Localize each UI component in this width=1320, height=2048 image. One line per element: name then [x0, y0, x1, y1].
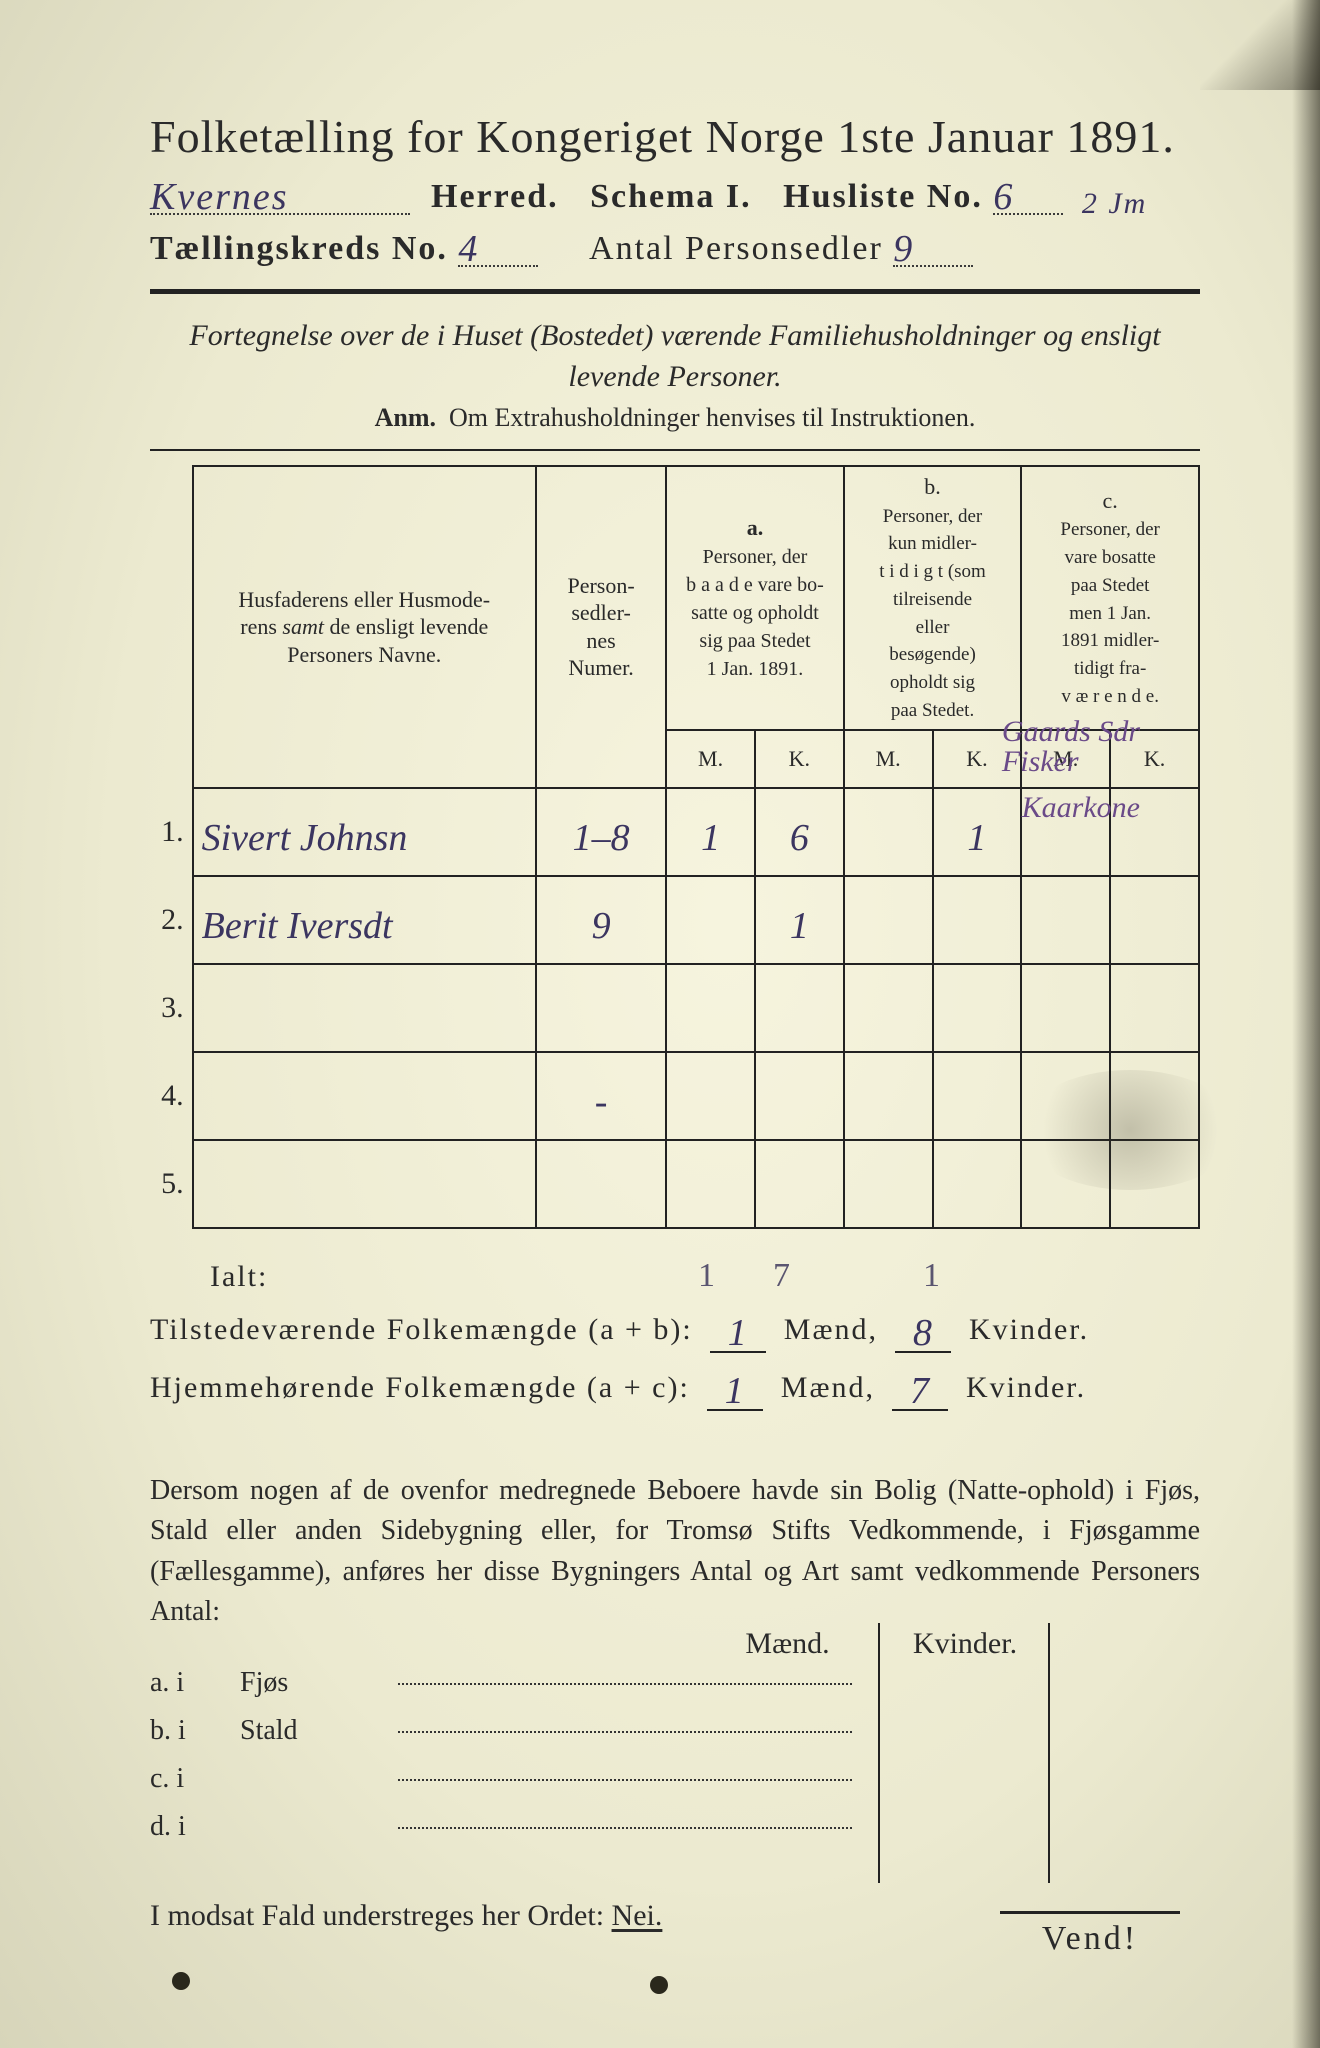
census-form-page: Folketælling for Kongeriget Norge 1ste J… — [0, 0, 1320, 2048]
husliste-label: Husliste No. — [783, 178, 983, 215]
scan-corner-shadow — [1200, 0, 1320, 90]
person-name: Berit Iversdt — [202, 905, 393, 947]
page-title: Folketælling for Kongeriget Norge 1ste J… — [150, 110, 1200, 163]
margin-occupation-note: Kaarkone — [1022, 793, 1140, 823]
th-b: b. Personer, derkun midler-t i d i g t (… — [844, 466, 1022, 730]
description-text: Fortegnelse over de i Huset (Bostedet) v… — [150, 316, 1200, 397]
antal-value: 9 — [893, 228, 914, 270]
present-k: 8 — [913, 1312, 934, 1354]
punch-hole — [650, 1976, 668, 1994]
husliste-margin-note: 2 Jm — [1082, 187, 1147, 220]
row-number: 3. — [150, 964, 193, 1052]
sublist-block: Mænd. Kvinder. a. iFjøsb. iStaldc. id. i — [150, 1667, 1200, 1843]
row-number: 2. — [150, 876, 193, 964]
th-a: a. Personer, derb a a d e vare bo-satte … — [666, 466, 844, 730]
row-number: 4. — [150, 1052, 193, 1140]
sublist-row: b. iStald — [150, 1715, 1200, 1747]
table-row: 2.Berit Iversdt91 — [150, 876, 1199, 964]
present-m: 1 — [728, 1312, 749, 1354]
ialt-b-k: 1 — [895, 1257, 970, 1295]
sublist-label: Fjøs — [240, 1667, 390, 1699]
row-number: 1. — [150, 788, 193, 876]
th-c: c. Personer, dervare bosattepaa Stedetme… — [1021, 466, 1199, 730]
sublist-lead: b. i — [150, 1715, 240, 1747]
resident-m: 1 — [725, 1370, 746, 1412]
nei-word: Nei. — [612, 1899, 663, 1932]
ialt-a-m: 1 — [670, 1257, 745, 1295]
table-row: 3. — [150, 964, 1199, 1052]
herred-label: Herred. — [431, 178, 559, 215]
dotted-line — [398, 1731, 852, 1733]
sublist-label: Stald — [240, 1715, 390, 1747]
ialt-label: Ialt: — [210, 1260, 410, 1294]
th-name: Husfaderens eller Husmode-rens samt de e… — [193, 466, 536, 788]
sublist-row: c. i — [150, 1763, 1200, 1795]
th-num: Person-sedler-nesNumer. — [536, 466, 666, 788]
kreds-label: Tællingskreds No. — [150, 230, 448, 267]
sedler-num: - — [595, 1081, 608, 1123]
dotted-line — [398, 1827, 852, 1829]
punch-hole — [172, 1972, 190, 1990]
ialt-a-k: 7 — [745, 1257, 820, 1295]
sublist-row: a. iFjøs — [150, 1667, 1200, 1699]
dotted-line — [398, 1683, 852, 1685]
rule-thick-1 — [150, 289, 1200, 294]
totals-present: Tilstedeværende Folkemængde (a + b): 1 M… — [150, 1305, 1200, 1353]
rule-thin-1 — [150, 449, 1200, 451]
dotted-line — [398, 1779, 852, 1781]
anm-line: Anm. Om Extrahusholdninger henvises til … — [150, 403, 1200, 433]
th-b-m: M. — [844, 730, 933, 788]
sublist-row: d. i — [150, 1811, 1200, 1843]
herred-value: Kvernes — [150, 176, 289, 218]
schema-label: Schema I. — [590, 178, 752, 215]
resident-k: 7 — [910, 1370, 931, 1412]
sublist-vrule-1 — [878, 1623, 880, 1883]
husliste-value: 6 — [993, 176, 1014, 218]
sublist-mk-header: Mænd. Kvinder. — [703, 1627, 1051, 1661]
sublist-lead: c. i — [150, 1763, 240, 1795]
paper-smudge — [1020, 1070, 1240, 1190]
th-a-m: M. — [666, 730, 755, 788]
sublist-vrule-2 — [1048, 1623, 1050, 1883]
header-line-kreds: Tællingskreds No. 4 Antal Personsedler 9 — [150, 225, 1200, 271]
sedler-num: 9 — [592, 905, 611, 947]
fjos-paragraph: Dersom nogen af de ovenfor medregnede Be… — [150, 1471, 1200, 1633]
person-name: Sivert Johnsn — [202, 817, 408, 859]
sedler-num: 1–8 — [573, 817, 630, 859]
header-line-herred: Kvernes Herred. Schema I. Husliste No. 6… — [150, 173, 1200, 219]
ialt-block: Ialt: 1 7 1 — [150, 1257, 1200, 1295]
sublist-lead: a. i — [150, 1667, 240, 1699]
scan-edge-shadow — [1292, 0, 1320, 2048]
kreds-value: 4 — [458, 228, 479, 270]
th-a-k: K. — [755, 730, 844, 788]
row-number: 5. — [150, 1140, 193, 1228]
sublist-lead: d. i — [150, 1811, 240, 1843]
antal-label: Antal Personsedler — [589, 230, 883, 267]
vend-label: Vend! — [1000, 1911, 1180, 1958]
margin-occupation-note: Gaards Sdr Fisker — [1002, 717, 1140, 777]
totals-resident: Hjemmehørende Folkemængde (a + c): 1 Mæn… — [150, 1363, 1200, 1411]
